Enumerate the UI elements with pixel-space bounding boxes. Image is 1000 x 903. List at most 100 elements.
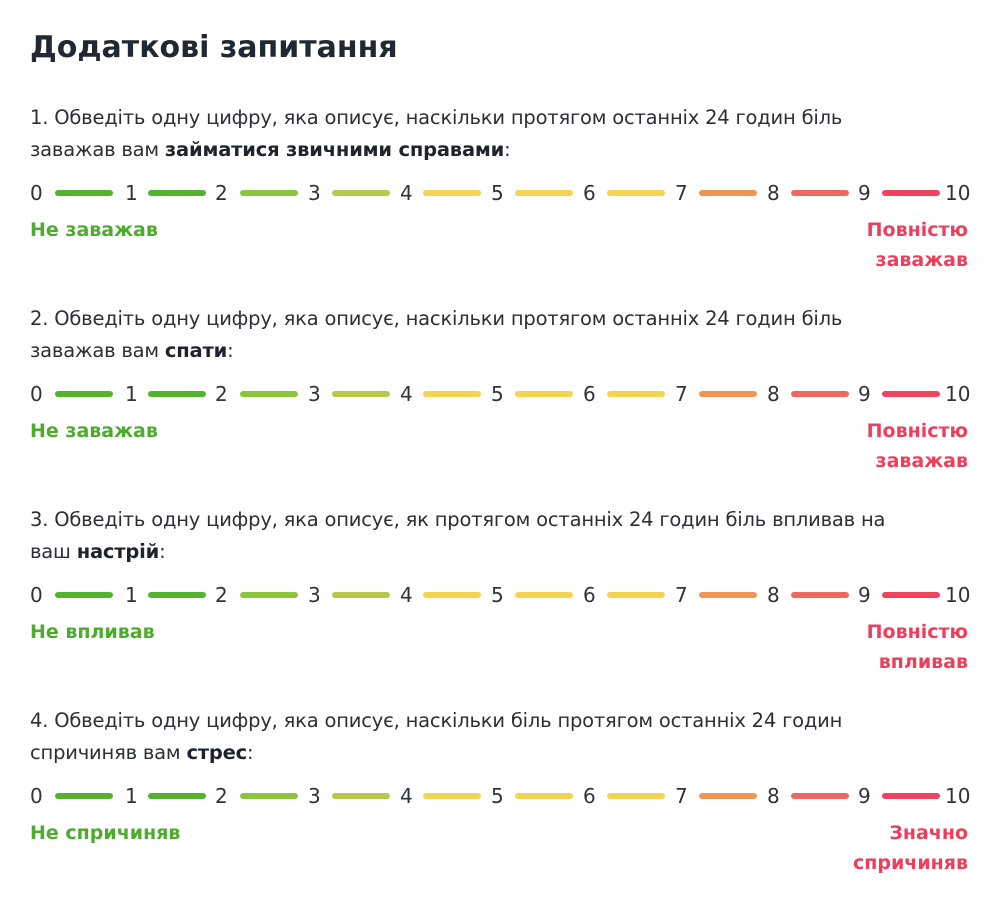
scale-value-8[interactable]: 8 xyxy=(767,181,780,205)
rating-scale: 0 1 2 3 4 5 6 7 8 9 10 xyxy=(30,781,970,811)
scale-value-7[interactable]: 7 xyxy=(675,583,688,607)
scale-value-4[interactable]: 4 xyxy=(400,181,413,205)
scale-value-5[interactable]: 5 xyxy=(491,382,504,406)
scale-value-7[interactable]: 7 xyxy=(675,784,688,808)
scale-segment-1 xyxy=(148,391,206,397)
scale-value-10[interactable]: 10 xyxy=(945,784,971,808)
scale-value-4[interactable]: 4 xyxy=(400,583,413,607)
scale-segment-5 xyxy=(515,391,573,397)
scale-value-0[interactable]: 0 xyxy=(30,784,43,808)
question-line-2-suffix: : xyxy=(159,540,166,563)
scale-segment-8 xyxy=(791,793,849,799)
scale-segment-1 xyxy=(148,190,206,196)
scale-min-label: Не впливав xyxy=(30,621,155,643)
scale-segment-0 xyxy=(55,190,113,196)
page-title: Додаткові запитання xyxy=(30,30,398,65)
scale-value-3[interactable]: 3 xyxy=(308,382,321,406)
scale-value-6[interactable]: 6 xyxy=(583,382,596,406)
scale-value-7[interactable]: 7 xyxy=(675,181,688,205)
scale-segment-5 xyxy=(515,592,573,598)
scale-value-6[interactable]: 6 xyxy=(583,181,596,205)
question-line-2-prefix: ваш xyxy=(30,540,77,563)
scale-value-1[interactable]: 1 xyxy=(125,181,138,205)
scale-value-9[interactable]: 9 xyxy=(858,382,871,406)
scale-value-5[interactable]: 5 xyxy=(491,784,504,808)
scale-value-2[interactable]: 2 xyxy=(215,583,228,607)
question-line-2-prefix: заважав вам xyxy=(30,339,165,362)
scale-segment-6 xyxy=(607,190,665,196)
scale-value-0[interactable]: 0 xyxy=(30,382,43,406)
scale-value-0[interactable]: 0 xyxy=(30,181,43,205)
scale-value-3[interactable]: 3 xyxy=(308,784,321,808)
scale-segment-9 xyxy=(882,190,940,196)
scale-segment-9 xyxy=(882,592,940,598)
scale-value-9[interactable]: 9 xyxy=(858,784,871,808)
question-line-2-suffix: : xyxy=(247,741,254,764)
scale-value-1[interactable]: 1 xyxy=(125,382,138,406)
scale-value-4[interactable]: 4 xyxy=(400,382,413,406)
scale-segment-0 xyxy=(55,793,113,799)
scale-value-10[interactable]: 10 xyxy=(945,382,971,406)
scale-value-3[interactable]: 3 xyxy=(308,181,321,205)
question-1: 1. Обведіть одну цифру, яка описує, наск… xyxy=(30,102,970,271)
scale-value-2[interactable]: 2 xyxy=(215,181,228,205)
scale-max-label-line-1: Значно xyxy=(889,822,968,844)
scale-value-7[interactable]: 7 xyxy=(675,382,688,406)
question-line-2-suffix: : xyxy=(227,339,234,362)
question-2: 2. Обведіть одну цифру, яка описує, наск… xyxy=(30,303,970,472)
scale-min-label: Не заважав xyxy=(30,219,158,241)
scale-segment-2 xyxy=(240,592,298,598)
question-emphasis: спати xyxy=(164,339,228,362)
scale-segment-2 xyxy=(240,793,298,799)
scale-value-10[interactable]: 10 xyxy=(945,583,971,607)
question-line-2-prefix: спричиняв вам xyxy=(30,741,187,764)
scale-max-label-line-1: Повністю xyxy=(866,621,968,643)
scale-max-label-line-2: заважав xyxy=(875,450,968,472)
scale-value-8[interactable]: 8 xyxy=(767,583,780,607)
scale-value-5[interactable]: 5 xyxy=(491,181,504,205)
scale-value-8[interactable]: 8 xyxy=(767,784,780,808)
scale-segment-4 xyxy=(423,190,481,196)
scale-segment-8 xyxy=(791,391,849,397)
scale-segment-6 xyxy=(607,592,665,598)
scale-value-3[interactable]: 3 xyxy=(308,583,321,607)
scale-segment-8 xyxy=(791,592,849,598)
scale-value-8[interactable]: 8 xyxy=(767,382,780,406)
scale-max-label: Повністю впливав xyxy=(867,617,968,677)
scale-segment-5 xyxy=(515,793,573,799)
question-emphasis: займатися звичними справами xyxy=(164,138,505,161)
scale-value-4[interactable]: 4 xyxy=(400,784,413,808)
scale-segment-0 xyxy=(55,592,113,598)
scale-value-6[interactable]: 6 xyxy=(583,784,596,808)
scale-segment-8 xyxy=(791,190,849,196)
question-line-1: 3. Обведіть одну цифру, яка описує, як п… xyxy=(30,508,886,531)
scale-value-6[interactable]: 6 xyxy=(583,583,596,607)
scale-value-9[interactable]: 9 xyxy=(858,583,871,607)
scale-segment-4 xyxy=(423,592,481,598)
scale-segment-2 xyxy=(240,190,298,196)
scale-segment-6 xyxy=(607,391,665,397)
question-line-1: 2. Обведіть одну цифру, яка описує, наск… xyxy=(30,307,843,330)
question-text: 1. Обведіть одну цифру, яка описує, наск… xyxy=(30,102,970,166)
scale-segment-3 xyxy=(332,793,390,799)
scale-value-0[interactable]: 0 xyxy=(30,583,43,607)
scale-value-2[interactable]: 2 xyxy=(215,784,228,808)
scale-segment-3 xyxy=(332,190,390,196)
scale-value-2[interactable]: 2 xyxy=(215,382,228,406)
question-4: 4. Обведіть одну цифру, яка описує, наск… xyxy=(30,705,970,874)
scale-max-label-line-2: спричиняв xyxy=(852,852,968,874)
scale-value-1[interactable]: 1 xyxy=(125,784,138,808)
question-line-1: 4. Обведіть одну цифру, яка описує, наск… xyxy=(30,709,843,732)
scale-value-10[interactable]: 10 xyxy=(945,181,971,205)
scale-segment-3 xyxy=(332,391,390,397)
scale-segment-7 xyxy=(699,793,757,799)
question-line-1: 1. Обведіть одну цифру, яка описує, наск… xyxy=(30,106,843,129)
scale-max-label-line-2: впливав xyxy=(878,651,968,673)
scale-max-label: Повністю заважав xyxy=(867,215,968,275)
scale-max-label-line-2: заважав xyxy=(875,249,968,271)
scale-value-1[interactable]: 1 xyxy=(125,583,138,607)
rating-scale: 0 1 2 3 4 5 6 7 8 9 10 xyxy=(30,379,970,409)
scale-value-5[interactable]: 5 xyxy=(491,583,504,607)
scale-value-9[interactable]: 9 xyxy=(858,181,871,205)
scale-segment-1 xyxy=(148,793,206,799)
